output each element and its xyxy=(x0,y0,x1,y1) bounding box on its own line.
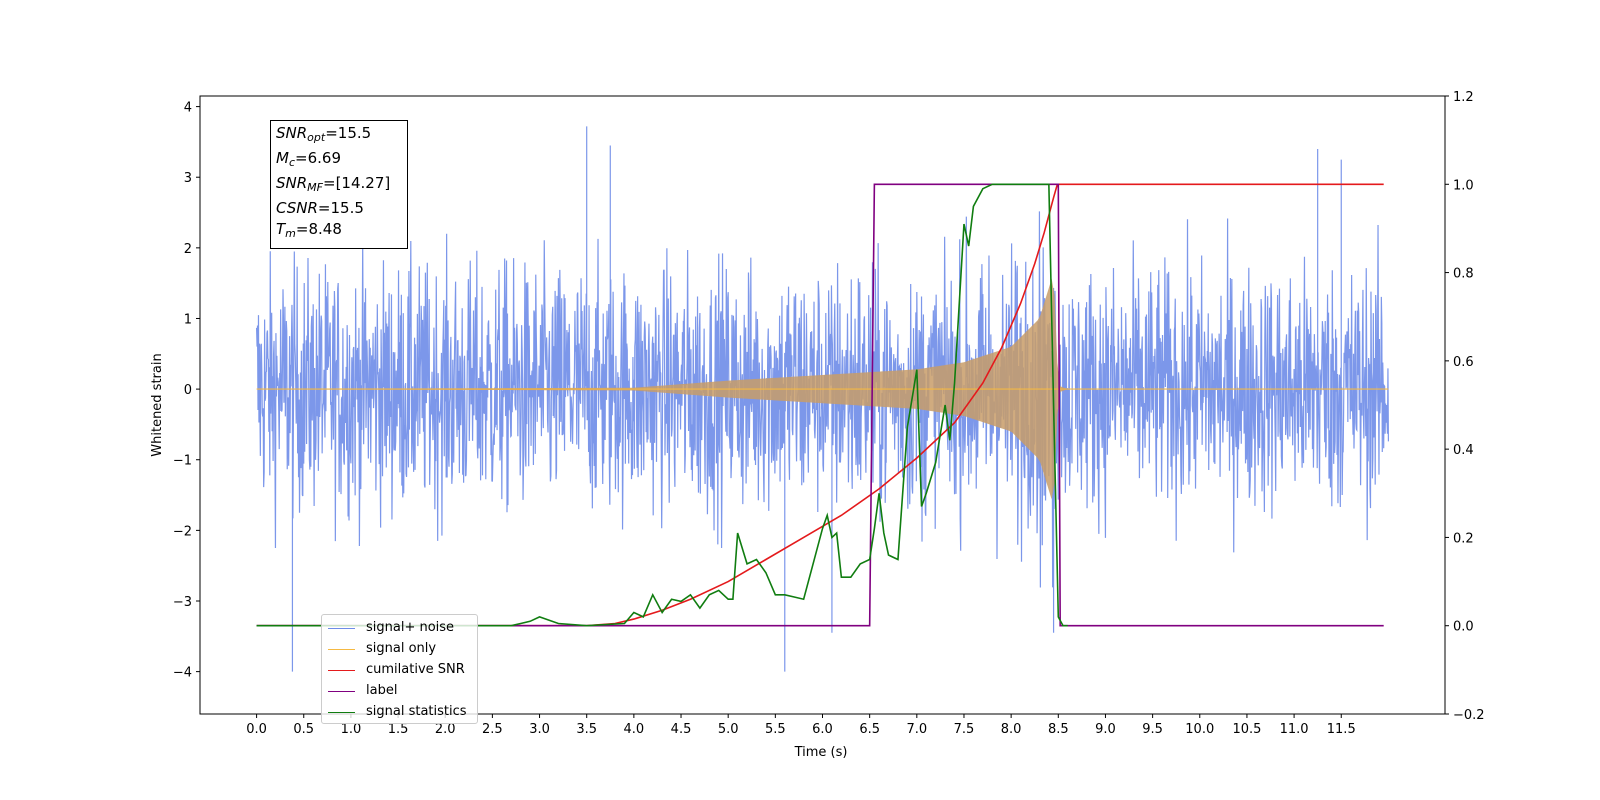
y-tick-label-left: 2 xyxy=(184,242,192,257)
legend-swatch xyxy=(328,712,355,713)
x-axis-label: Time (s) xyxy=(794,745,848,760)
x-tick-label: 11.0 xyxy=(1280,722,1309,737)
legend-label: signal statistics xyxy=(366,704,467,719)
legend-item-signal-noise: signal+ noise xyxy=(322,618,477,639)
x-tick-label: 10.5 xyxy=(1232,722,1261,737)
x-tick-label: 5.5 xyxy=(765,722,786,737)
x-tick-label: 10.0 xyxy=(1185,722,1214,737)
y-tick-label-right: 0.0 xyxy=(1453,620,1474,635)
y-tick-label-left: 3 xyxy=(184,171,192,186)
y-axis-label-left: Whitened strain xyxy=(150,353,165,456)
y-tick-label-right: 1.2 xyxy=(1453,90,1474,105)
y-axis-right: 1.2 1.0 0.8 0.6 0.4 0.2 0.0 −0.2 xyxy=(1445,90,1485,723)
legend-label: cumilative SNR xyxy=(366,662,465,677)
snr-mf-line: SNRMF=[14.27] xyxy=(276,174,391,194)
y-tick-label-right: −0.2 xyxy=(1453,708,1485,723)
legend-label: label xyxy=(366,683,398,698)
y-tick-label-right: 0.6 xyxy=(1453,355,1474,370)
csnr-line: CSNR=15.5 xyxy=(276,199,364,217)
x-axis: 0.0 0.5 1.0 1.5 2.0 2.5 3.0 3.5 4.0 4.5 5.0 5.5 6.0 6… xyxy=(246,714,1356,737)
legend-swatch xyxy=(328,649,355,650)
y-tick-label-right: 0.8 xyxy=(1453,267,1474,282)
legend-label: signal+ noise xyxy=(366,620,455,635)
x-tick-label: 2.0 xyxy=(435,722,456,737)
x-tick-label: 3.0 xyxy=(529,722,550,737)
legend-item-label: label xyxy=(322,681,477,702)
y-tick-label-right: 1.0 xyxy=(1453,178,1474,193)
legend-swatch xyxy=(328,691,355,692)
y-tick-label-left: −2 xyxy=(173,524,192,539)
legend: signal+ noise signal only cumilative SNR… xyxy=(321,614,478,724)
x-tick-label: 6.5 xyxy=(859,722,880,737)
y-tick-label-right: 0.2 xyxy=(1453,531,1474,546)
legend-label: signal only xyxy=(366,641,437,656)
plot-area xyxy=(255,126,1390,672)
chirp-mass-line: Mc=6.69 xyxy=(276,149,341,169)
y-tick-label-left: 0 xyxy=(184,383,192,398)
y-axis-left: 4 3 2 1 0 −1 −2 −3 −4 xyxy=(173,101,200,681)
x-tick-label: 7.0 xyxy=(906,722,927,737)
legend-swatch xyxy=(328,628,355,629)
x-tick-label: 4.0 xyxy=(624,722,645,737)
y-tick-label-left: −3 xyxy=(173,595,192,610)
y-tick-label-left: −1 xyxy=(173,454,192,469)
x-tick-label: 8.0 xyxy=(1001,722,1022,737)
x-tick-label: 0.5 xyxy=(293,722,314,737)
x-tick-label: 3.5 xyxy=(576,722,597,737)
legend-swatch xyxy=(328,670,355,671)
series-label-line xyxy=(256,183,1384,627)
merger-time-line: Tm=8.48 xyxy=(276,220,342,240)
x-tick-label: 1.5 xyxy=(388,722,409,737)
x-tick-label: 2.5 xyxy=(482,722,503,737)
x-tick-label: 1.0 xyxy=(341,722,362,737)
x-tick-label: 7.5 xyxy=(954,722,975,737)
x-tick-label: 11.5 xyxy=(1327,722,1356,737)
legend-item-signal-only: signal only xyxy=(322,639,477,660)
snr-opt-line: SNRopt=15.5 xyxy=(276,124,372,144)
x-tick-label: 0.0 xyxy=(246,722,267,737)
legend-item-cumulative-snr: cumilative SNR xyxy=(322,660,477,681)
legend-item-signal-statistics: signal statistics xyxy=(322,702,477,723)
x-tick-label: 9.5 xyxy=(1142,722,1163,737)
x-tick-label: 8.5 xyxy=(1048,722,1069,737)
x-tick-label: 5.0 xyxy=(718,722,739,737)
y-tick-label-left: 4 xyxy=(184,101,192,116)
y-tick-label-right: 0.4 xyxy=(1453,443,1474,458)
x-tick-label: 6.0 xyxy=(812,722,833,737)
x-tick-label: 4.5 xyxy=(671,722,692,737)
y-tick-label-left: −4 xyxy=(173,666,192,681)
series-signal-statistics-line xyxy=(256,183,1068,627)
y-tick-label-left: 1 xyxy=(184,312,192,327)
parameter-annotation-box: SNRopt=15.5 Mc=6.69 SNRMF=[14.27] CSNR=1… xyxy=(270,120,408,249)
x-tick-label: 9.0 xyxy=(1095,722,1116,737)
